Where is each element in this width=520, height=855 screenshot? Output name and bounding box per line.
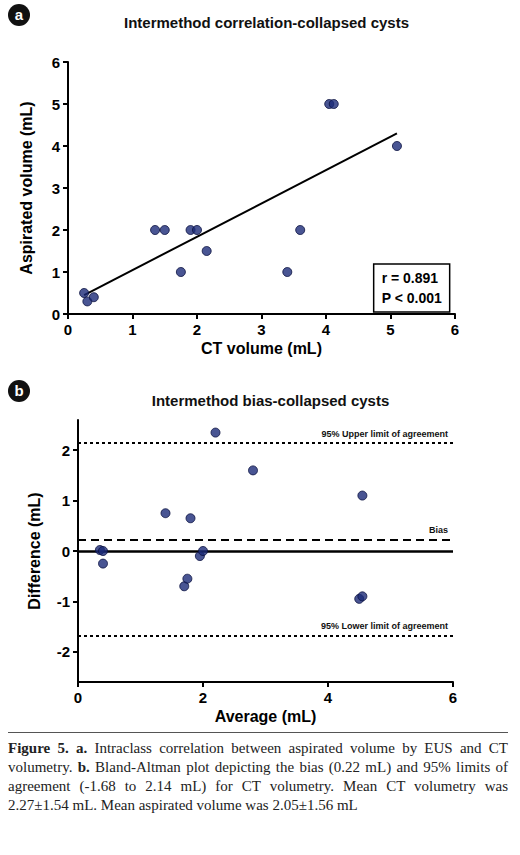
svg-text:CT volume (mL): CT volume (mL) xyxy=(201,340,322,357)
svg-text:3: 3 xyxy=(257,321,265,338)
svg-text:0: 0 xyxy=(52,306,60,323)
svg-text:4: 4 xyxy=(52,138,61,155)
svg-text:2: 2 xyxy=(52,222,60,239)
svg-text:6: 6 xyxy=(52,54,60,71)
svg-text:95% Lower limit of agreement: 95% Lower limit of agreement xyxy=(321,621,448,631)
html-text:a: a xyxy=(14,6,24,23)
svg-text:2: 2 xyxy=(199,689,207,706)
svg-text:5: 5 xyxy=(52,96,60,113)
svg-text:-1: -1 xyxy=(57,593,70,610)
svg-text:6: 6 xyxy=(449,689,457,706)
svg-text:1: 1 xyxy=(52,264,60,281)
svg-text:6: 6 xyxy=(451,321,459,338)
svg-text:1: 1 xyxy=(128,321,136,338)
svg-text:P < 0.001: P < 0.001 xyxy=(382,290,442,306)
html-text:b: b xyxy=(14,382,24,399)
svg-text:-2: -2 xyxy=(57,643,70,660)
svg-text:2: 2 xyxy=(193,321,201,338)
svg-text:0: 0 xyxy=(64,321,72,338)
svg-text:3: 3 xyxy=(52,180,60,197)
svg-text:Intermethod correlation-collap: Intermethod correlation-collapsed cysts xyxy=(124,14,409,31)
svg-text:4: 4 xyxy=(324,689,333,706)
svg-text:0: 0 xyxy=(62,543,70,560)
svg-text:0: 0 xyxy=(74,689,82,706)
html-text:Figure 5.: Figure 5. xyxy=(8,740,69,756)
svg-text:Difference (mL): Difference (mL) xyxy=(26,492,43,609)
svg-text:4: 4 xyxy=(322,321,331,338)
html-text:a. Intraclass correlation betw: a. Intraclass correlation between aspira… xyxy=(8,740,508,813)
svg-text:Intermethod bias-collapsed cys: Intermethod bias-collapsed cysts xyxy=(152,392,390,409)
svg-text:2: 2 xyxy=(62,442,70,459)
svg-text:1: 1 xyxy=(62,492,70,509)
svg-text:95% Upper limit of agreement: 95% Upper limit of agreement xyxy=(321,429,448,439)
svg-text:Aspirated volume (mL): Aspirated volume (mL) xyxy=(18,101,35,274)
svg-text:Bias: Bias xyxy=(429,525,448,535)
svg-text:r = 0.891: r = 0.891 xyxy=(382,270,439,286)
svg-text:5: 5 xyxy=(386,321,394,338)
svg-text:Average (mL): Average (mL) xyxy=(215,708,317,725)
